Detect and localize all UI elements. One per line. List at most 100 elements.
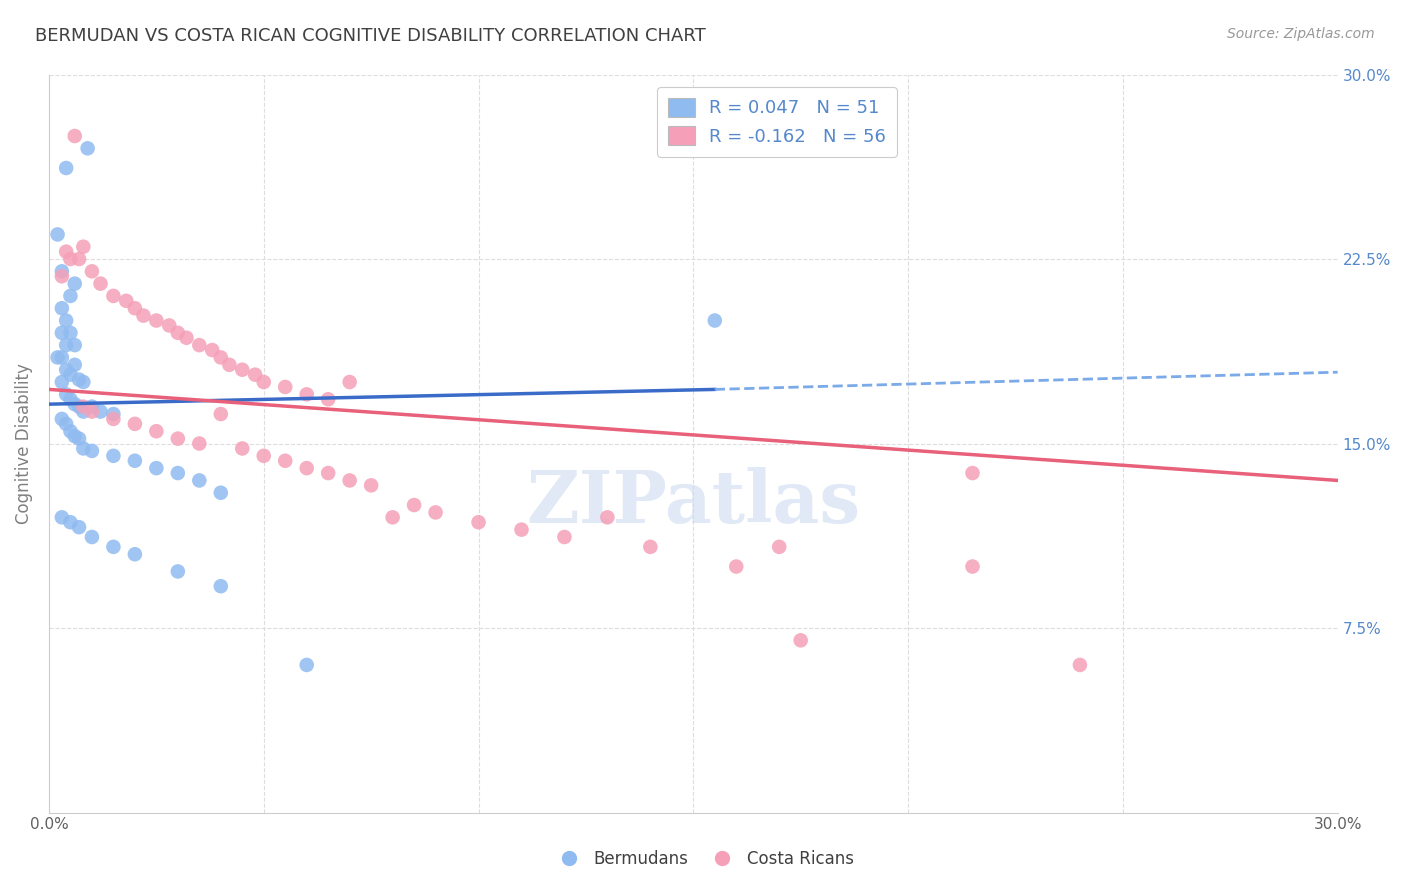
Point <box>231 362 253 376</box>
Point <box>72 404 94 418</box>
Point <box>124 454 146 468</box>
Point <box>640 540 662 554</box>
Point <box>124 547 146 561</box>
Point <box>55 161 77 175</box>
Point <box>295 657 318 672</box>
Point <box>103 289 125 303</box>
Point <box>201 343 224 357</box>
Point <box>63 429 86 443</box>
Legend: R = 0.047   N = 51, R = -0.162   N = 56: R = 0.047 N = 51, R = -0.162 N = 56 <box>657 87 897 157</box>
Point <box>67 373 90 387</box>
Point <box>59 392 82 407</box>
Point <box>274 454 297 468</box>
Point <box>55 244 77 259</box>
Point <box>51 351 73 365</box>
Point <box>67 252 90 266</box>
Point <box>157 318 180 333</box>
Point <box>103 540 125 554</box>
Point <box>51 326 73 340</box>
Point <box>46 227 69 242</box>
Point <box>145 313 167 327</box>
Point <box>218 358 240 372</box>
Point <box>132 309 155 323</box>
Point <box>404 498 426 512</box>
Point <box>59 424 82 438</box>
Point <box>188 436 211 450</box>
Text: Source: ZipAtlas.com: Source: ZipAtlas.com <box>1227 27 1375 41</box>
Point <box>103 407 125 421</box>
Y-axis label: Cognitive Disability: Cognitive Disability <box>15 363 32 524</box>
Point <box>703 313 725 327</box>
Point <box>46 351 69 365</box>
Point <box>166 466 188 480</box>
Point <box>231 442 253 456</box>
Point <box>59 515 82 529</box>
Point <box>67 520 90 534</box>
Point <box>209 407 232 421</box>
Point <box>596 510 619 524</box>
Point <box>274 380 297 394</box>
Point <box>209 351 232 365</box>
Point <box>188 474 211 488</box>
Point <box>253 375 276 389</box>
Point <box>209 579 232 593</box>
Point <box>72 400 94 414</box>
Point <box>166 432 188 446</box>
Point <box>72 442 94 456</box>
Point <box>80 264 103 278</box>
Point <box>72 375 94 389</box>
Point <box>124 417 146 431</box>
Point <box>59 326 82 340</box>
Point <box>59 252 82 266</box>
Point <box>55 338 77 352</box>
Point <box>962 559 984 574</box>
Point <box>467 515 489 529</box>
Point <box>72 240 94 254</box>
Point <box>209 485 232 500</box>
Point <box>316 466 339 480</box>
Point <box>63 277 86 291</box>
Point <box>124 301 146 316</box>
Point <box>80 404 103 418</box>
Point <box>59 289 82 303</box>
Point <box>67 432 90 446</box>
Point <box>253 449 276 463</box>
Point <box>339 474 361 488</box>
Point <box>1069 657 1091 672</box>
Point <box>55 313 77 327</box>
Point <box>76 141 98 155</box>
Text: BERMUDAN VS COSTA RICAN COGNITIVE DISABILITY CORRELATION CHART: BERMUDAN VS COSTA RICAN COGNITIVE DISABI… <box>35 27 706 45</box>
Point <box>166 326 188 340</box>
Point <box>80 444 103 458</box>
Point <box>55 387 77 401</box>
Point <box>63 338 86 352</box>
Point <box>55 362 77 376</box>
Point <box>80 530 103 544</box>
Point <box>425 505 447 519</box>
Point <box>115 293 138 308</box>
Point <box>63 358 86 372</box>
Point <box>725 559 748 574</box>
Point <box>89 277 111 291</box>
Point <box>316 392 339 407</box>
Legend: Bermudans, Costa Ricans: Bermudans, Costa Ricans <box>546 844 860 875</box>
Point <box>243 368 266 382</box>
Point <box>80 400 103 414</box>
Point <box>51 301 73 316</box>
Point <box>51 269 73 284</box>
Point <box>295 387 318 401</box>
Point <box>188 338 211 352</box>
Point <box>51 264 73 278</box>
Point <box>339 375 361 389</box>
Point <box>59 368 82 382</box>
Point <box>63 397 86 411</box>
Point <box>51 412 73 426</box>
Text: ZIPatlas: ZIPatlas <box>526 467 860 538</box>
Point <box>67 400 90 414</box>
Point <box>89 404 111 418</box>
Point <box>166 565 188 579</box>
Point <box>360 478 382 492</box>
Point <box>176 331 198 345</box>
Point <box>51 375 73 389</box>
Point <box>145 424 167 438</box>
